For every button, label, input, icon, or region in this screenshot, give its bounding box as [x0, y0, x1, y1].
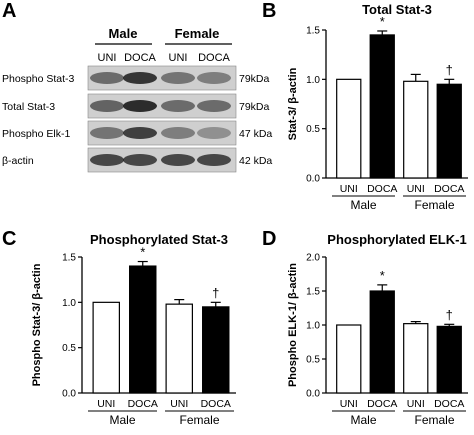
bar — [403, 323, 429, 394]
x-tick-label: UNI — [407, 183, 425, 195]
y-tick-label: 1.5 — [62, 253, 76, 264]
y-axis-label: Phospho ELK-1/ β-actin — [287, 263, 299, 387]
blot-row-label: β-actin — [2, 155, 34, 167]
chart-title: Phosphorylated Stat-3 — [90, 232, 228, 247]
blot-size-label: 42 kDa — [239, 155, 272, 167]
blot-lane-label: UNI — [98, 52, 117, 64]
blot-band — [197, 100, 231, 112]
panel-label-b: B — [262, 0, 277, 22]
blot-band — [161, 100, 195, 112]
chart-title: Total Stat-3 — [362, 2, 432, 17]
blot-band — [161, 127, 195, 139]
blot-group-label: Male — [109, 26, 138, 41]
bar — [369, 34, 395, 179]
y-tick-label: 1.5 — [306, 26, 320, 37]
bar — [436, 83, 462, 179]
blot-band — [90, 72, 124, 84]
bar — [369, 290, 395, 394]
y-tick-label: 1.0 — [306, 75, 320, 86]
x-tick-label: DOCA — [367, 183, 397, 195]
blot-row-label: Total Stat-3 — [2, 101, 55, 113]
chart-title: Phosphorylated ELK-1 — [327, 232, 466, 247]
x-tick-label: DOCA — [128, 398, 158, 410]
x-tick-label: DOCA — [434, 398, 464, 410]
group-label: Male — [350, 198, 376, 212]
blot-band — [123, 154, 157, 166]
blot-band — [161, 154, 195, 166]
y-tick-label: 1.0 — [306, 321, 320, 332]
x-tick-label: DOCA — [434, 183, 464, 195]
bar — [403, 80, 429, 179]
y-axis-label: Phospho Stat-3/ β-actin — [31, 263, 43, 386]
blot-row-label: Phospho Stat-3 — [2, 73, 75, 85]
y-tick-label: 0.5 — [306, 355, 320, 366]
bar — [336, 78, 362, 179]
significance-marker: † — [446, 62, 453, 77]
panel-label-d: D — [262, 228, 277, 250]
blot-row-label: Phospho Elk-1 — [2, 128, 70, 140]
y-tick-label: 2.0 — [306, 253, 320, 264]
blot-band — [197, 154, 231, 166]
y-tick-label: 1.0 — [62, 298, 76, 309]
blot-band — [123, 127, 157, 139]
bar — [336, 324, 362, 394]
bar — [129, 265, 157, 394]
blot-size-label: 79kDa — [239, 73, 270, 85]
blot-band — [123, 100, 157, 112]
significance-marker: * — [140, 245, 145, 260]
blot-band — [161, 72, 195, 84]
y-tick-label: 0.0 — [306, 174, 320, 185]
x-tick-label: DOCA — [201, 398, 231, 410]
blot-size-label: 47 kDa — [239, 128, 272, 140]
y-tick-label: 1.5 — [306, 287, 320, 298]
blot-band — [90, 100, 124, 112]
y-tick-label: 0.0 — [62, 389, 76, 400]
panel-label-a: A — [2, 0, 17, 22]
significance-marker: * — [380, 14, 385, 29]
x-tick-label: UNI — [407, 398, 425, 410]
blot-lane-label: DOCA — [124, 52, 156, 64]
blot-band — [90, 154, 124, 166]
blot-lane-label: UNI — [169, 52, 188, 64]
blot-group-label: Female — [175, 26, 220, 41]
y-tick-label: 0.0 — [306, 389, 320, 400]
bar — [436, 325, 462, 394]
x-tick-label: UNI — [340, 398, 358, 410]
group-label: Female — [179, 413, 219, 427]
blot-size-label: 79kDa — [239, 101, 270, 113]
bar — [92, 301, 120, 394]
significance-marker: † — [212, 285, 219, 300]
blot-band — [197, 127, 231, 139]
group-label: Male — [350, 413, 376, 427]
y-axis-label: Stat-3/ β-actin — [287, 67, 299, 140]
x-tick-label: DOCA — [367, 398, 397, 410]
x-tick-label: UNI — [170, 398, 188, 410]
y-tick-label: 0.5 — [62, 343, 76, 354]
panel-label-c: C — [2, 228, 17, 250]
x-tick-label: UNI — [340, 183, 358, 195]
blot-band — [123, 72, 157, 84]
bar — [165, 303, 193, 394]
significance-marker: * — [380, 268, 385, 283]
group-label: Female — [414, 413, 454, 427]
blot-lane-label: DOCA — [198, 52, 230, 64]
x-tick-label: UNI — [97, 398, 115, 410]
bar — [202, 306, 230, 394]
significance-marker: † — [446, 307, 453, 322]
blot-band — [90, 127, 124, 139]
group-label: Male — [109, 413, 135, 427]
group-label: Female — [414, 198, 454, 212]
y-tick-label: 0.5 — [306, 124, 320, 135]
blot-band — [197, 72, 231, 84]
